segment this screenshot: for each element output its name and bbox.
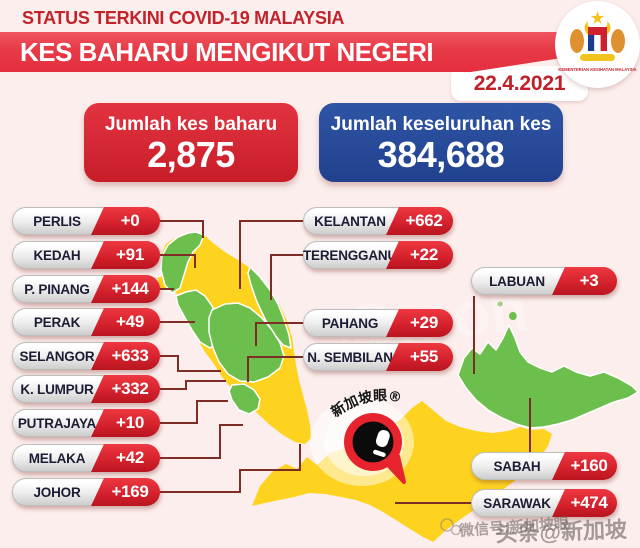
state-pill-n-sembilan: N. SEMBILAN +55	[303, 343, 453, 371]
page-title: STATUS TERKINI COVID-19 MALAYSIA	[22, 8, 345, 28]
line-selangor	[160, 355, 221, 372]
date-text: 22.4.2021	[473, 71, 566, 95]
state-name: TERENGGANU	[303, 247, 398, 263]
state-pill-kelantan: KELANTAN +662	[303, 207, 453, 235]
state-pill-perlis: PERLIS +0	[12, 207, 160, 235]
eye-logo-ring	[344, 413, 402, 471]
state-pill-perak: PERAK +49	[12, 308, 160, 336]
state-name: N. SEMBILAN	[307, 349, 393, 365]
state-pill-melaka: MELAKA +42	[12, 444, 160, 472]
line-terengganu	[270, 254, 303, 300]
map-terengganu	[247, 266, 292, 349]
state-value: +55	[386, 343, 453, 371]
state-value: +22	[386, 241, 453, 269]
state-value: +662	[386, 207, 453, 235]
map-negeri-sembilan-melaka	[228, 383, 261, 415]
state-pill-terengganu: TERENGGANU +22	[303, 241, 453, 269]
state-value: +633	[91, 342, 160, 370]
total-cases-value: 384,688	[377, 133, 505, 175]
state-pill-pahang: PAHANG +29	[303, 309, 453, 337]
state-pill-sabah: SABAH +160	[471, 452, 617, 480]
state-name: PERLIS	[33, 213, 81, 229]
total-cases-box: Jumlah keseluruhan kes 384,688	[319, 103, 563, 182]
toutiao-watermark: 头条@新加坡眼	[495, 516, 628, 547]
state-pill-labuan: LABUAN +3	[471, 267, 617, 295]
state-name: P. PINANG	[24, 281, 90, 297]
state-name: PAHANG	[321, 315, 379, 331]
line-putrajaya	[160, 400, 228, 424]
state-value: +144	[91, 275, 160, 303]
state-name: PUTRAJAYA	[17, 415, 97, 431]
map-labuan-island	[467, 373, 475, 381]
eye-logo-text: 新加坡眼®	[328, 388, 403, 421]
state-name: SELANGOR	[19, 348, 95, 364]
state-value: +10	[91, 409, 160, 437]
banner-title: KES BAHARU MENGIKUT NEGERI	[20, 36, 434, 67]
state-name: KELANTAN	[314, 213, 386, 229]
line-melaka	[160, 424, 243, 459]
state-value: +332	[91, 375, 160, 403]
line-kelantan	[239, 220, 303, 289]
map-sabah	[457, 301, 639, 429]
state-name: PERAK	[33, 314, 81, 330]
state-value: +0	[91, 207, 160, 235]
new-cases-label: Jumlah kes baharu	[104, 113, 278, 135]
eye-logo-pupil	[352, 421, 394, 463]
banner: KES BAHARU MENGIKUT NEGERI	[0, 32, 596, 72]
eye-logo-pin-tail	[385, 454, 406, 484]
total-cases-label: Jumlah keseluruhan kes	[330, 113, 552, 135]
line-perlis	[160, 220, 204, 238]
state-pill-kedah: KEDAH +91	[12, 241, 160, 269]
map-perak	[175, 289, 221, 349]
state-name: K. LUMPUR	[20, 381, 94, 397]
line-kedah	[160, 254, 196, 268]
state-pill-p-pinang: P. PINANG +144	[12, 275, 160, 303]
ministry-logo: KEMENTERIAN KESIHATAN MALAYSIA	[555, 1, 640, 88]
line-k-lumpur	[160, 380, 226, 390]
state-pill-johor: JOHOR +169	[12, 478, 160, 506]
state-value: +42	[91, 444, 160, 472]
new-cases-value: 2,875	[147, 133, 235, 175]
state-pill-selangor: SELANGOR +633	[12, 342, 160, 370]
map-peninsular-malaysia	[156, 231, 311, 444]
svg-text:KEMENTERIAN KESIHATAN MALAYSIA: KEMENTERIAN KESIHATAN MALAYSIA	[558, 67, 636, 72]
line-johor	[160, 444, 301, 493]
state-name: LABUAN	[489, 273, 545, 289]
state-value: +169	[91, 478, 160, 506]
state-name: JOHOR	[33, 484, 81, 500]
new-cases-box: Jumlah kes baharu 2,875	[84, 103, 298, 182]
state-name: MELAKA	[28, 450, 86, 466]
state-value: +91	[91, 241, 160, 269]
ministry-coat-of-arms-icon: KEMENTERIAN KESIHATAN MALAYSIA	[558, 11, 637, 72]
state-value: +29	[386, 309, 453, 337]
state-value: +3	[552, 267, 617, 295]
state-pill-k-lumpur: K. LUMPUR +332	[12, 375, 160, 403]
state-value: +49	[91, 308, 160, 336]
state-name: SABAH	[493, 458, 541, 474]
map-kedah	[160, 231, 205, 294]
line-n-sembilan	[247, 356, 303, 382]
state-name: KEDAH	[33, 247, 81, 263]
line-pahang	[255, 322, 303, 346]
state-pill-putrajaya: PUTRAJAYA +10	[12, 409, 160, 437]
map-pahang	[208, 302, 285, 383]
